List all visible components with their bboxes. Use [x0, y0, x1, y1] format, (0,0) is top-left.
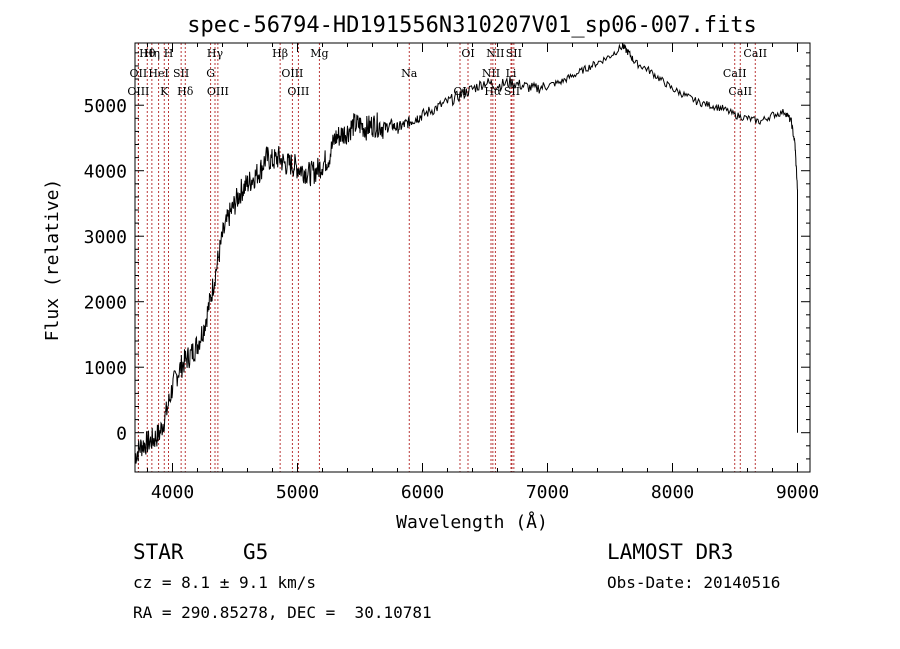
line-label: Na — [401, 67, 418, 80]
line-label: G — [206, 67, 215, 80]
line-label: OIII — [281, 67, 303, 80]
line-label: NII — [482, 67, 500, 80]
y-tick-label: 4000 — [84, 162, 127, 183]
axis-ticks: 4000 5000 6000 7000 8000 9000 0 1000 2000 3000 400… — [84, 43, 819, 503]
survey-name: LAMOST DR3 — [607, 540, 734, 564]
line-label: OI — [461, 47, 474, 60]
line-label: SII — [506, 47, 522, 60]
y-tick-label: 3000 — [84, 227, 127, 248]
object-subclass: G5 — [243, 540, 269, 564]
x-tick-label: 7000 — [526, 482, 569, 503]
x-tick-label: 8000 — [651, 482, 694, 503]
spectrum-line — [134, 43, 798, 464]
line-label: SII — [173, 67, 189, 80]
y-tick-label: 0 — [116, 424, 127, 445]
y-tick-label: 1000 — [84, 358, 127, 379]
line-label: Hθ — [139, 47, 156, 60]
emission-line-labels: Hθ OII OIII Hη HeI K H SII Hδ Hγ G OIII Hβ OIII OIII Mg… — [127, 47, 767, 98]
object-class: STAR — [133, 540, 184, 564]
line-label: OIII — [207, 85, 229, 98]
obs-date-text: Obs-Date: 20140516 — [607, 573, 781, 592]
line-label: Hβ — [272, 47, 288, 60]
line-label: CaII — [728, 85, 752, 98]
y-tick-label: 2000 — [84, 293, 127, 314]
x-tick-label: 6000 — [401, 482, 444, 503]
line-label: Mg — [310, 47, 328, 60]
line-label: SII — [504, 85, 520, 98]
line-label: Li — [506, 67, 517, 80]
line-label: Hδ — [177, 85, 194, 98]
line-label: OIII — [127, 85, 149, 98]
line-label: HeI — [148, 67, 168, 80]
y-tick-label: 5000 — [84, 96, 127, 117]
line-label: K — [160, 85, 169, 98]
line-label: NII — [486, 47, 504, 60]
line-label: OII — [130, 67, 148, 80]
redshift-text: cz = 8.1 ± 9.1 km/s — [133, 573, 317, 592]
line-label: Hγ — [207, 47, 224, 60]
coordinates-text: RA = 290.85278, DEC = 30.10781 — [133, 603, 432, 622]
y-axis-label: Flux (relative) — [42, 179, 63, 342]
line-label: Hα — [484, 85, 502, 98]
line-label: H — [164, 47, 174, 60]
chart-title: spec-56794-HD191556N310207V01_sp06-007.f… — [187, 13, 757, 38]
spectrum-chart: spec-56794-HD191556N310207V01_sp06-007.f… — [42, 13, 819, 533]
plot-frame — [134, 42, 811, 473]
x-tick-label: 4000 — [151, 482, 194, 503]
line-label: OIII — [287, 85, 309, 98]
line-label: Hη — [144, 47, 160, 60]
line-label: CaII — [723, 67, 747, 80]
x-tick-label: 9000 — [776, 482, 819, 503]
x-axis-label: Wavelength (Å) — [396, 511, 548, 533]
x-tick-label: 5000 — [276, 482, 319, 503]
emission-line-markers — [137, 43, 756, 472]
line-label: CaII — [743, 47, 767, 60]
